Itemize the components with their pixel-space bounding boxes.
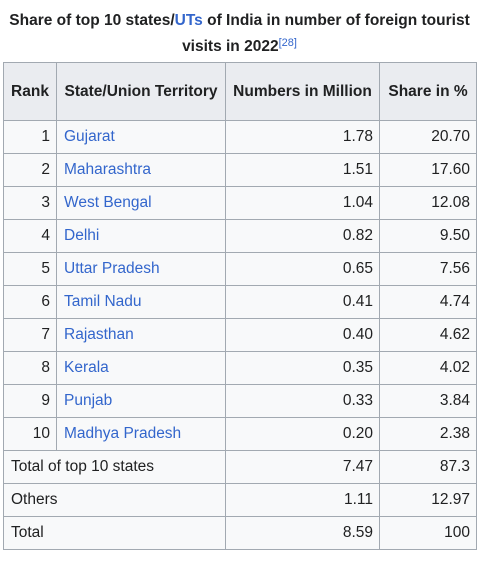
caption-text-before: Share of top 10 states/ [9,12,175,29]
header-row: Rank State/Union Territory Numbers in Mi… [3,62,477,121]
caption-reference-link[interactable]: [28] [278,37,297,49]
numbers-cell: 0.41 [225,285,380,319]
table-row: 6 Tamil Nadu 0.41 4.74 [3,285,477,319]
summary-label: Total [3,516,226,550]
table-caption: Share of top 10 states/UTs of India in n… [0,0,479,60]
header-numbers[interactable]: Numbers in Million [225,62,380,121]
share-cell: 87.3 [379,450,477,484]
state-link[interactable]: Kerala [64,359,109,376]
state-cell: Delhi [56,219,226,253]
header-state[interactable]: State/Union Territory [56,62,226,121]
header-rank[interactable]: Rank [3,62,57,121]
state-link[interactable]: Madhya Pradesh [64,425,182,442]
state-cell: Tamil Nadu [56,285,226,319]
table-row: 7 Rajasthan 0.40 4.62 [3,318,477,352]
rank-cell: 6 [3,285,57,319]
table-row: 8 Kerala 0.35 4.02 [3,351,477,385]
numbers-cell: 0.65 [225,252,380,286]
table-row: 10 Madhya Pradesh 0.20 2.38 [3,417,477,451]
share-cell: 4.62 [379,318,477,352]
state-link[interactable]: Punjab [64,392,113,409]
table-row: 2 Maharashtra 1.51 17.60 [3,153,477,187]
numbers-cell: 0.20 [225,417,380,451]
caption-uts-link[interactable]: UTs [174,12,203,29]
numbers-cell: 7.47 [225,450,380,484]
table-row: 1 Gujarat 1.78 20.70 [3,120,477,154]
numbers-cell: 0.82 [225,219,380,253]
state-cell: Gujarat [56,120,226,154]
state-cell: Rajasthan [56,318,226,352]
rank-cell: 1 [3,120,57,154]
summary-label: Others [3,483,226,517]
numbers-cell: 0.35 [225,351,380,385]
share-cell: 12.97 [379,483,477,517]
state-cell: Maharashtra [56,153,226,187]
state-cell: Punjab [56,384,226,418]
summary-label: Total of top 10 states [3,450,226,484]
numbers-cell: 8.59 [225,516,380,550]
rank-cell: 3 [3,186,57,220]
share-cell: 7.56 [379,252,477,286]
share-cell: 17.60 [379,153,477,187]
state-link[interactable]: Rajasthan [64,326,134,343]
state-link[interactable]: Uttar Pradesh [64,260,160,277]
rank-cell: 4 [3,219,57,253]
share-cell: 20.70 [379,120,477,154]
state-cell: Uttar Pradesh [56,252,226,286]
state-cell: Madhya Pradesh [56,417,226,451]
rank-cell: 10 [3,417,57,451]
rank-cell: 5 [3,252,57,286]
summary-row: Others 1.11 12.97 [3,483,477,517]
numbers-cell: 1.51 [225,153,380,187]
numbers-cell: 1.11 [225,483,380,517]
summary-row: Total 8.59 100 [3,516,477,550]
state-link[interactable]: West Bengal [64,194,152,211]
numbers-cell: 1.04 [225,186,380,220]
header-share[interactable]: Share in % [379,62,477,121]
share-cell: 2.38 [379,417,477,451]
state-link[interactable]: Delhi [64,227,100,244]
tourist-visits-table: Rank State/Union Territory Numbers in Mi… [3,62,477,550]
share-cell: 4.74 [379,285,477,319]
table-row: 5 Uttar Pradesh 0.65 7.56 [3,252,477,286]
state-cell: West Bengal [56,186,226,220]
state-link[interactable]: Gujarat [64,128,115,145]
share-cell: 12.08 [379,186,477,220]
rank-cell: 7 [3,318,57,352]
caption-text-after: of India in number of foreign tourist vi… [182,12,470,55]
table-row: 4 Delhi 0.82 9.50 [3,219,477,253]
table-row: 9 Punjab 0.33 3.84 [3,384,477,418]
rank-cell: 8 [3,351,57,385]
summary-row: Total of top 10 states 7.47 87.3 [3,450,477,484]
numbers-cell: 0.33 [225,384,380,418]
numbers-cell: 0.40 [225,318,380,352]
numbers-cell: 1.78 [225,120,380,154]
state-link[interactable]: Maharashtra [64,161,152,178]
table-row: 3 West Bengal 1.04 12.08 [3,186,477,220]
rank-cell: 9 [3,384,57,418]
state-cell: Kerala [56,351,226,385]
share-cell: 9.50 [379,219,477,253]
state-link[interactable]: Tamil Nadu [64,293,142,310]
share-cell: 3.84 [379,384,477,418]
share-cell: 4.02 [379,351,477,385]
rank-cell: 2 [3,153,57,187]
share-cell: 100 [379,516,477,550]
